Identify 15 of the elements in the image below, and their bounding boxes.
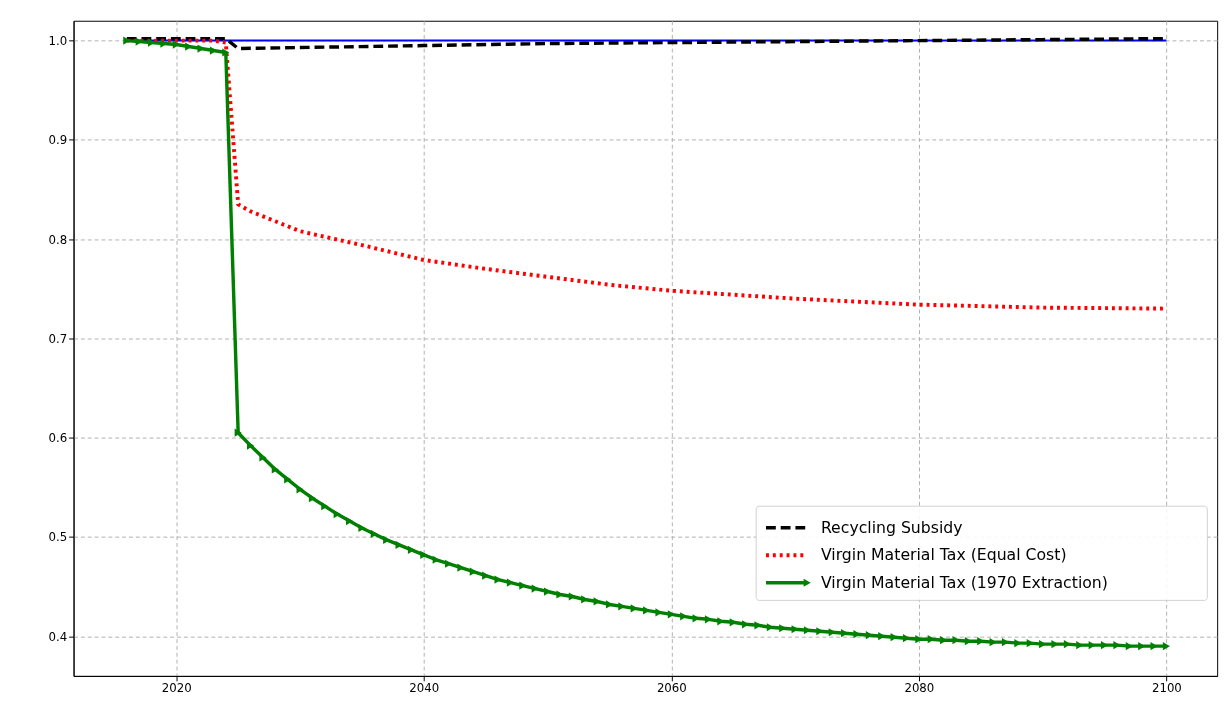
x-tick-label: 2060 bbox=[656, 681, 687, 696]
y-tick-label: 0.9 bbox=[48, 133, 68, 148]
y-tick-label: 0.8 bbox=[48, 232, 68, 247]
y-tick-label: 0.7 bbox=[48, 331, 68, 346]
x-tick-label: 2100 bbox=[1151, 681, 1182, 696]
y-tick-label: 0.5 bbox=[48, 530, 68, 545]
y-tick-label: 1.0 bbox=[48, 34, 68, 49]
x-tick-label: 2040 bbox=[409, 681, 440, 696]
legend-label: Virgin Material Tax (Equal Cost) bbox=[820, 545, 1067, 565]
legend-label: Virgin Material Tax (1970 Extraction) bbox=[820, 572, 1108, 592]
legend-label: Recycling Subsidy bbox=[820, 517, 963, 537]
x-tick-label: 2080 bbox=[904, 681, 935, 696]
x-tick-label: 2020 bbox=[161, 681, 192, 696]
y-tick-label: 0.6 bbox=[48, 431, 68, 446]
y-tick-label: 0.4 bbox=[48, 629, 68, 644]
